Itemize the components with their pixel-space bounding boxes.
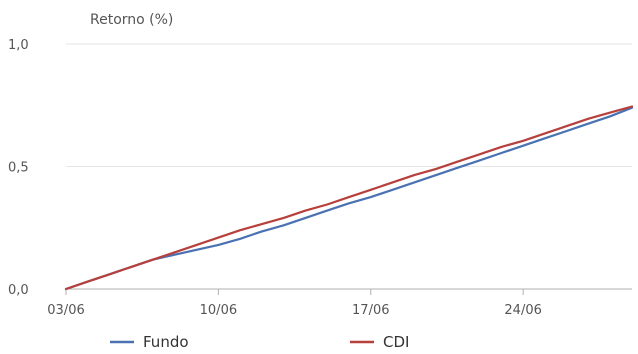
series-lines: [64, 105, 634, 291]
series-line-fundo: [64, 106, 634, 291]
x-tick-label: 17/06: [352, 303, 389, 318]
legend: Fundo CDI: [110, 333, 409, 351]
series-line-cdi: [64, 105, 634, 291]
y-tick-label: 0,0: [8, 283, 29, 298]
y-tick-labels: 0,0 0,5 1,0: [8, 38, 29, 298]
axes: [65, 288, 632, 295]
y-tick-label: 1,0: [8, 38, 29, 53]
x-tick-label: 10/06: [200, 303, 237, 318]
y-axis-title: Retorno (%): [90, 12, 173, 28]
x-tick-label: 24/06: [504, 303, 541, 318]
legend-label-fundo: Fundo: [143, 333, 189, 351]
x-tick-label: 03/06: [47, 303, 84, 318]
legend-label-cdi: CDI: [383, 333, 409, 351]
y-tick-label: 0,5: [8, 161, 29, 176]
grid-lines: [66, 43, 632, 167]
x-tick-labels: 03/06 10/06 17/06 24/06: [47, 303, 542, 318]
